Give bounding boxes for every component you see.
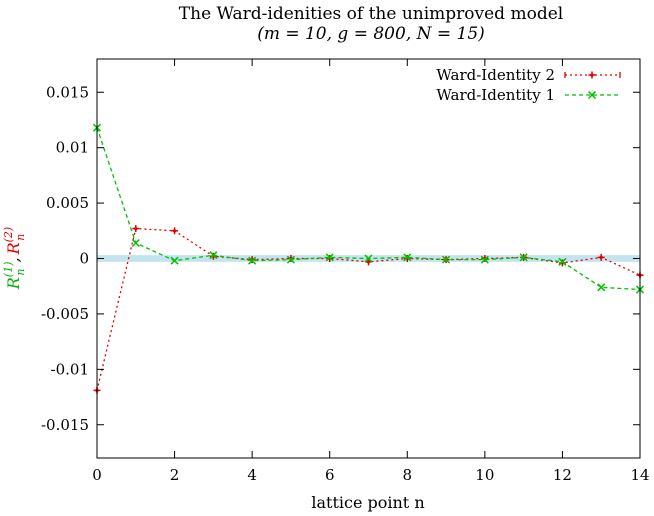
chart-title: The Ward-idenities of the unimproved mod… bbox=[179, 4, 563, 24]
ylabel-r1-sup: (1) bbox=[2, 262, 15, 278]
legend-sample-ward-identity-1 bbox=[565, 90, 620, 100]
legend-label-ward-identity-1: Ward-Identity 1 bbox=[436, 86, 555, 104]
data-point bbox=[364, 254, 373, 263]
legend-label-ward-identity-2: Ward-Identity 2 bbox=[436, 66, 555, 84]
y-tick-label: -0.015 bbox=[41, 416, 89, 434]
legend-entry-ward-identity-2: Ward-Identity 2 bbox=[436, 66, 621, 84]
y-tick-label: -0.01 bbox=[51, 360, 89, 378]
data-point bbox=[597, 283, 606, 292]
data-point bbox=[597, 253, 605, 261]
ylabel-r2: R bbox=[4, 242, 23, 255]
data-point bbox=[171, 227, 179, 235]
svg-text:R(1)n,R(2)n: R(1)n,R(2)n bbox=[2, 227, 27, 290]
data-point bbox=[480, 255, 489, 264]
series-line bbox=[96, 227, 641, 391]
y-tick-label: 0 bbox=[79, 250, 89, 268]
data-point bbox=[519, 253, 528, 262]
y-tick-label: -0.005 bbox=[41, 305, 89, 323]
x-tick-label: 0 bbox=[92, 466, 102, 484]
data-point bbox=[248, 256, 257, 265]
x-tick-label: 10 bbox=[475, 466, 494, 484]
x-axis: 0 2 4 6 8 10 12 14 bbox=[92, 59, 650, 484]
ylabel-comma: , bbox=[4, 257, 23, 262]
data-point bbox=[442, 255, 451, 264]
x-tick-label: 6 bbox=[325, 466, 335, 484]
data-point bbox=[131, 238, 140, 248]
x-tick-label: 12 bbox=[553, 466, 572, 484]
x-tick-label: 8 bbox=[403, 466, 413, 484]
ylabel-r1-sub: n bbox=[14, 269, 27, 276]
x-axis-label: lattice point n bbox=[311, 493, 424, 512]
ylabel-r2-sub: n bbox=[14, 234, 27, 241]
data-point bbox=[170, 256, 179, 265]
legend-marker bbox=[588, 71, 596, 79]
series-ward-identity-2 bbox=[93, 225, 644, 394]
chart-subtitle: (m = 10, g = 800, N = 15) bbox=[257, 24, 485, 44]
data-point bbox=[403, 253, 412, 262]
legend: Ward-Identity 2 Ward-Identity 1 bbox=[436, 66, 621, 104]
ylabel-r2-sup: (2) bbox=[2, 227, 15, 243]
legend-entry-ward-identity-1: Ward-Identity 1 bbox=[436, 86, 620, 104]
data-point bbox=[286, 255, 295, 264]
y-axis: -0.015 -0.01 -0.005 0 0.005 0.01 0.015 bbox=[41, 83, 640, 434]
y-tick-label: 0.005 bbox=[46, 194, 89, 212]
y-tick-label: 0.01 bbox=[56, 139, 89, 157]
y-tick-label: 0.015 bbox=[46, 83, 89, 101]
x-tick-label: 14 bbox=[630, 466, 649, 484]
x-tick-label: 4 bbox=[247, 466, 257, 484]
series-layer bbox=[92, 123, 645, 394]
x-tick-label: 2 bbox=[170, 466, 180, 484]
data-point bbox=[209, 251, 218, 260]
data-point bbox=[132, 225, 140, 233]
data-point bbox=[558, 257, 567, 266]
legend-marker bbox=[587, 90, 597, 100]
y-axis-label: R(1)n,R(2)n bbox=[2, 227, 27, 290]
data-point bbox=[287, 255, 295, 262]
data-point bbox=[325, 253, 334, 262]
series-ward-identity-1 bbox=[92, 123, 645, 294]
ylabel-r1: R bbox=[4, 277, 23, 290]
legend-sample-ward-identity-2 bbox=[564, 71, 621, 79]
